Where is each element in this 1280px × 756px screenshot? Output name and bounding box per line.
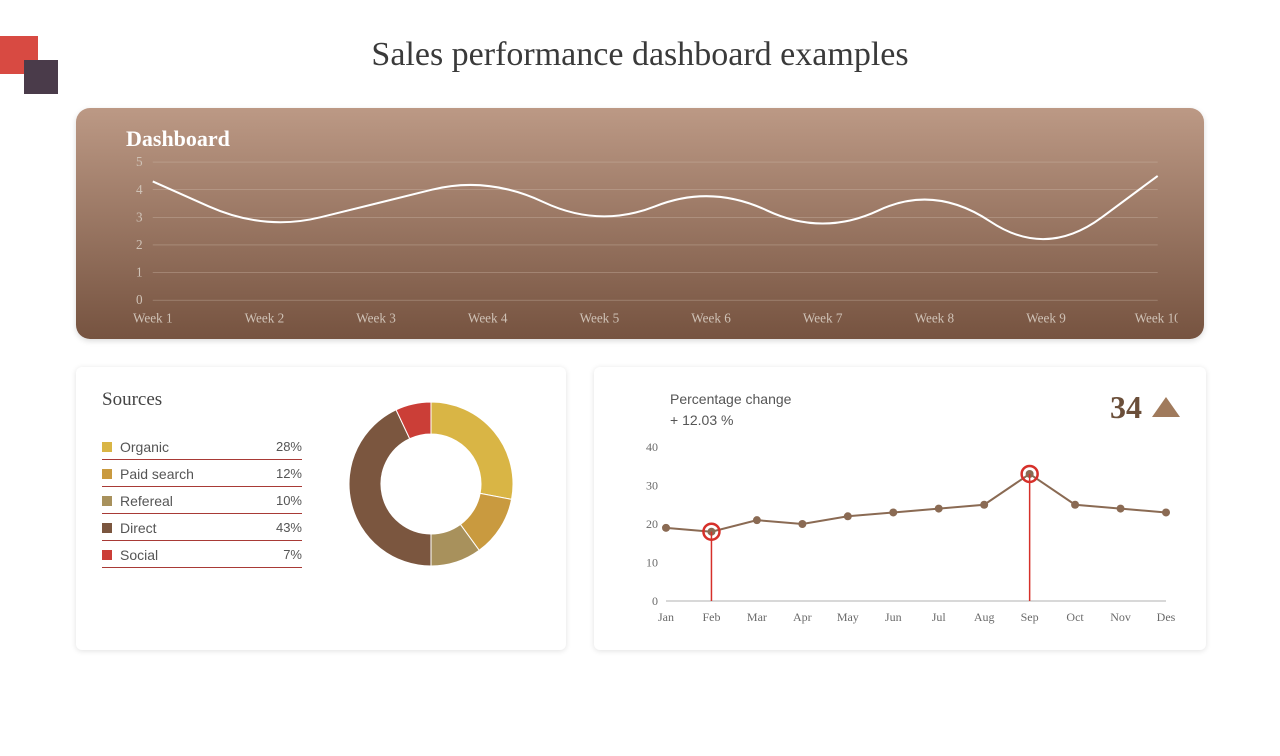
svg-text:Week 1: Week 1 bbox=[133, 310, 173, 325]
svg-text:40: 40 bbox=[646, 440, 658, 454]
sources-legend: Organic 28% Paid search 12% Refereal 10% Direc… bbox=[102, 433, 302, 568]
svg-text:1: 1 bbox=[136, 265, 143, 280]
svg-text:Week 3: Week 3 bbox=[356, 310, 396, 325]
svg-text:Mar: Mar bbox=[747, 610, 767, 624]
dashboard-panel: Dashboard 0 1 2 3 4 5 Week 1 Week 2 Week 3 Week 4… bbox=[76, 108, 1204, 339]
svg-text:5: 5 bbox=[136, 156, 143, 169]
svg-text:May: May bbox=[837, 610, 859, 624]
legend-value: 10% bbox=[276, 493, 302, 508]
legend-value: 43% bbox=[276, 520, 302, 535]
legend-label: Organic bbox=[120, 439, 268, 455]
legend-value: 12% bbox=[276, 466, 302, 481]
page-title: Sales performance dashboard examples bbox=[0, 36, 1280, 74]
svg-text:3: 3 bbox=[136, 209, 143, 224]
sources-card: Sources Organic 28% Paid search 12% Refereal… bbox=[76, 367, 566, 650]
percent-change-card: Percentage change + 12.03 % 34 0 10 20 30 40… bbox=[594, 367, 1206, 650]
svg-text:Week 9: Week 9 bbox=[1026, 310, 1066, 325]
svg-text:Oct: Oct bbox=[1066, 610, 1084, 624]
legend-row: Paid search 12% bbox=[102, 460, 302, 487]
svg-text:4: 4 bbox=[136, 182, 143, 197]
svg-text:Week 6: Week 6 bbox=[691, 310, 731, 325]
percent-change-label: Percentage change bbox=[670, 389, 791, 410]
legend-label: Direct bbox=[120, 520, 268, 536]
svg-text:Sep: Sep bbox=[1021, 610, 1039, 624]
svg-text:Des: Des bbox=[1157, 610, 1176, 624]
svg-text:Week 8: Week 8 bbox=[915, 310, 955, 325]
svg-text:10: 10 bbox=[646, 555, 658, 569]
legend-label: Paid search bbox=[120, 466, 268, 482]
svg-text:30: 30 bbox=[646, 478, 658, 492]
dashboard-panel-title: Dashboard bbox=[126, 126, 1178, 152]
legend-swatch bbox=[102, 442, 112, 452]
svg-text:Aug: Aug bbox=[974, 610, 995, 624]
svg-text:Week 2: Week 2 bbox=[245, 310, 285, 325]
legend-value: 7% bbox=[283, 547, 302, 562]
svg-text:Jan: Jan bbox=[658, 610, 674, 624]
legend-row: Organic 28% bbox=[102, 433, 302, 460]
svg-text:0: 0 bbox=[652, 594, 658, 608]
dashboard-line-chart: 0 1 2 3 4 5 Week 1 Week 2 Week 3 Week 4 Week 5 Week… bbox=[102, 156, 1178, 329]
legend-row: Direct 43% bbox=[102, 514, 302, 541]
sources-donut-chart bbox=[336, 389, 526, 579]
svg-text:2: 2 bbox=[136, 237, 143, 252]
trend-up-icon bbox=[1152, 397, 1180, 417]
svg-text:Week 4: Week 4 bbox=[468, 310, 508, 325]
legend-swatch bbox=[102, 496, 112, 506]
legend-label: Social bbox=[120, 547, 275, 563]
svg-text:Jun: Jun bbox=[885, 610, 902, 624]
svg-text:Jul: Jul bbox=[932, 610, 947, 624]
percent-change-value: 34 bbox=[1110, 389, 1142, 426]
legend-label: Refereal bbox=[120, 493, 268, 509]
legend-value: 28% bbox=[276, 439, 302, 454]
legend-row: Social 7% bbox=[102, 541, 302, 568]
svg-text:0: 0 bbox=[136, 292, 143, 307]
corner-square-dark bbox=[24, 60, 58, 94]
svg-text:Week 7: Week 7 bbox=[803, 310, 843, 325]
corner-decoration bbox=[0, 36, 60, 96]
legend-row: Refereal 10% bbox=[102, 487, 302, 514]
sources-title: Sources bbox=[102, 389, 302, 411]
legend-swatch bbox=[102, 550, 112, 560]
legend-swatch bbox=[102, 523, 112, 533]
legend-swatch bbox=[102, 469, 112, 479]
percent-change-delta: + 12.03 % bbox=[670, 410, 791, 431]
svg-text:Week 5: Week 5 bbox=[580, 310, 620, 325]
svg-text:Nov: Nov bbox=[1110, 610, 1131, 624]
svg-text:Week 10: Week 10 bbox=[1135, 310, 1178, 325]
svg-text:Apr: Apr bbox=[793, 610, 812, 624]
svg-text:Feb: Feb bbox=[702, 610, 720, 624]
percent-change-line-chart: 0 10 20 30 40 Jan Feb Mar Apr May Jun Jul Aug Sep Oct N… bbox=[620, 437, 1180, 627]
svg-text:20: 20 bbox=[646, 517, 658, 531]
